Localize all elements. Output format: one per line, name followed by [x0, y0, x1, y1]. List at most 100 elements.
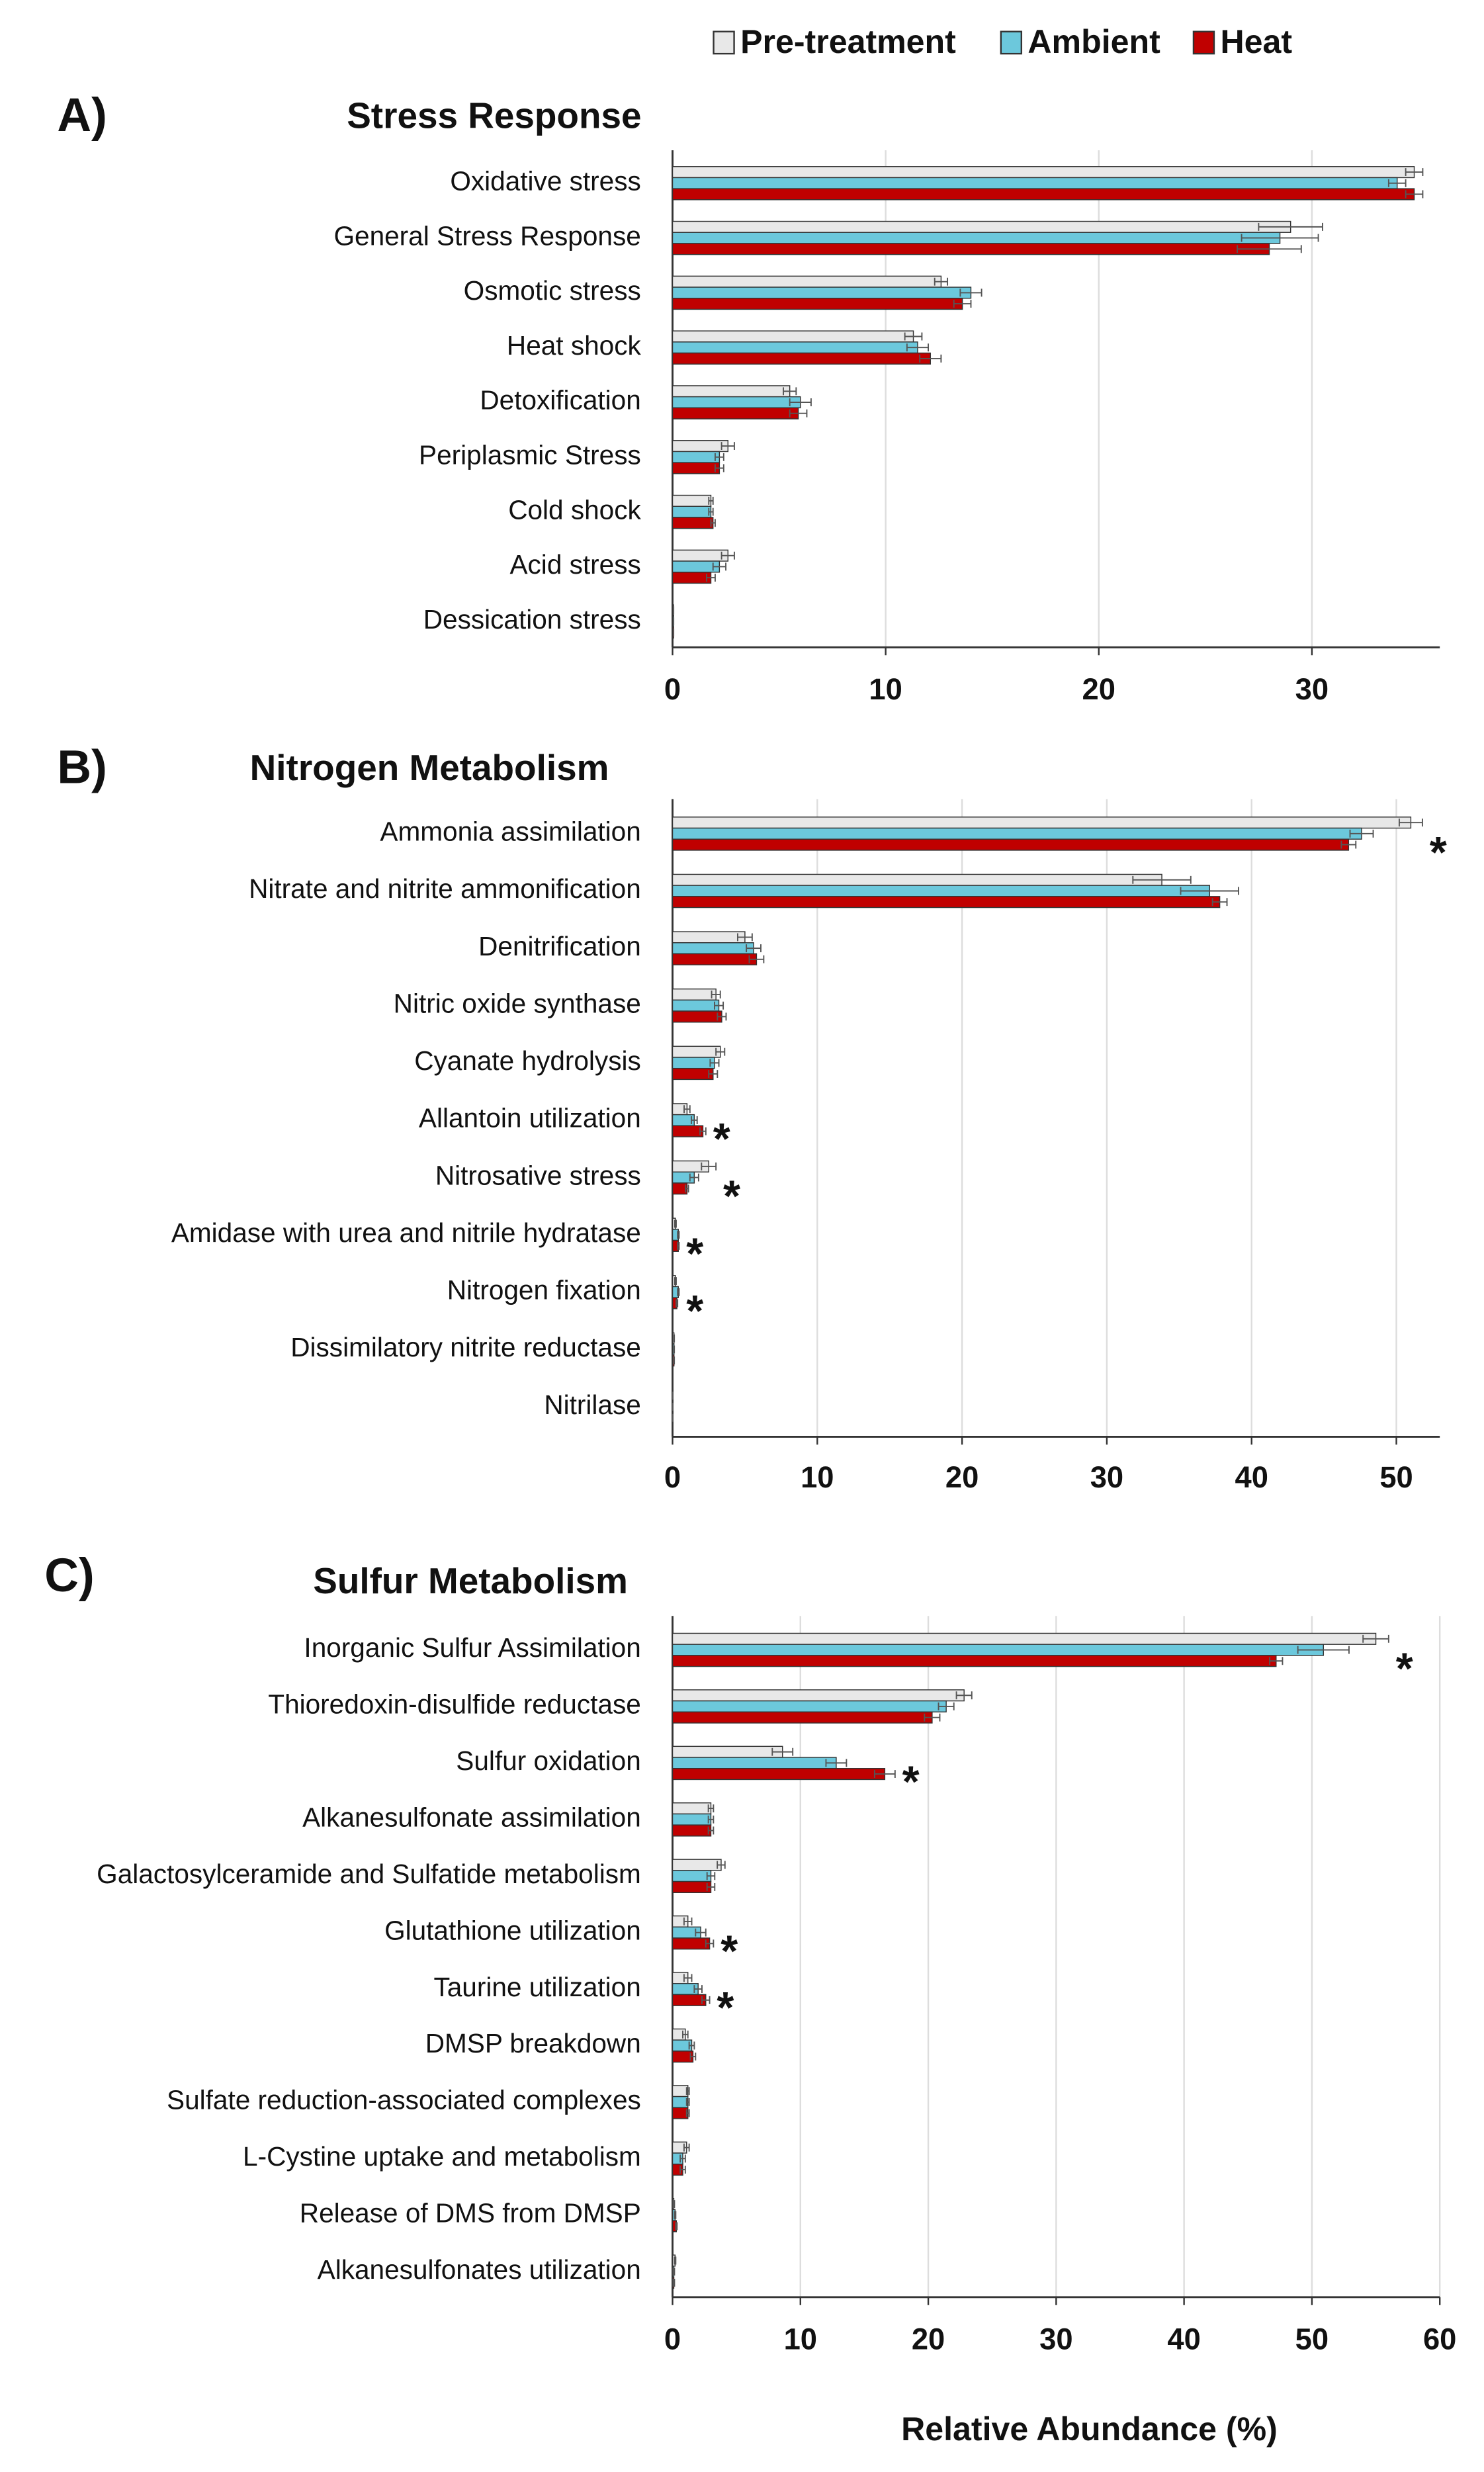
category-label: Alkanesulfonates utilization — [318, 2254, 641, 2285]
category-label: Periplasmic Stress — [419, 440, 641, 470]
bar — [672, 1880, 712, 1893]
bar — [672, 275, 942, 288]
x-tick-label: 40 — [1235, 1460, 1268, 1494]
error-bar — [675, 2222, 678, 2230]
error-bar — [1340, 840, 1357, 849]
bar — [672, 1010, 722, 1023]
x-tick-label: 40 — [1167, 2322, 1200, 2356]
error-bar — [676, 1299, 679, 1307]
bar — [672, 396, 801, 409]
error-bar — [717, 1012, 727, 1021]
category-label: Heat shock — [507, 330, 642, 361]
bar — [672, 896, 1221, 908]
error-bar — [677, 1241, 680, 1250]
category-label: Glutathione utilization — [384, 1915, 641, 1945]
error-bar — [683, 1974, 693, 1982]
error-bar — [783, 387, 797, 396]
error-bar — [1398, 818, 1423, 827]
legend-swatch — [1000, 30, 1023, 55]
bar — [672, 407, 799, 419]
error-bar — [906, 343, 930, 352]
category-label: Acid stress — [510, 549, 641, 580]
significance-marker: * — [686, 1229, 703, 1278]
error-bar — [706, 574, 716, 582]
category-label: Inorganic Sulfur Assimilation — [304, 1632, 640, 1663]
x-tick-label: 60 — [1423, 2322, 1456, 2356]
bar — [672, 1644, 1325, 1656]
error-bar — [707, 1815, 715, 1824]
chart-title: Nitrogen Metabolism — [250, 747, 609, 788]
error-bar — [699, 1127, 707, 1135]
bar — [672, 1182, 688, 1195]
error-bar — [707, 1826, 715, 1835]
x-tick-label: 0 — [664, 2322, 681, 2356]
x-tick-label: 20 — [912, 2322, 945, 2356]
bar — [672, 177, 1398, 189]
chart-title: Stress Response — [347, 95, 641, 136]
category-label: Amidase with urea and nitrile hydratase — [171, 1217, 641, 1248]
error-bar — [825, 1759, 848, 1767]
x-tick-label: 0 — [664, 672, 681, 706]
category-label: Alkanesulfonate assimilation — [302, 1802, 641, 1833]
error-bar — [955, 1691, 973, 1700]
bar — [672, 220, 1291, 233]
x-tick-label: 50 — [1295, 2322, 1329, 2356]
error-bar — [685, 2109, 690, 2117]
bar — [672, 549, 728, 562]
error-bar — [1258, 222, 1323, 231]
category-label: Denitrification — [478, 931, 641, 961]
bar — [672, 1711, 933, 1724]
category-label: Allantoin utilization — [419, 1103, 641, 1133]
bar — [672, 232, 1281, 244]
error-bar — [712, 562, 726, 571]
bar — [672, 1745, 783, 1758]
bar — [672, 1655, 1277, 1667]
error-bar — [1269, 1657, 1284, 1665]
significance-marker: * — [1396, 1645, 1413, 1694]
bar — [672, 166, 1415, 179]
error-bar — [672, 2268, 676, 2276]
error-bar — [701, 1162, 717, 1170]
x-tick-label: 10 — [801, 1460, 834, 1494]
bar — [672, 462, 720, 474]
error-bar — [1405, 190, 1424, 199]
bar — [672, 572, 712, 584]
x-axis-label: Relative Abundance (%) — [901, 2410, 1278, 2448]
error-bar — [934, 277, 949, 286]
legend-label: Pre-treatment — [740, 23, 956, 60]
legend-swatch — [1192, 30, 1215, 55]
bar — [672, 1757, 837, 1769]
error-bar — [674, 2211, 677, 2219]
error-bar — [688, 2041, 695, 2050]
x-tick-label: 30 — [1090, 1460, 1123, 1494]
bar — [672, 494, 712, 507]
error-bar — [709, 1059, 720, 1067]
x-tick-label: 30 — [1039, 2322, 1072, 2356]
error-bar — [1211, 898, 1228, 906]
x-tick-label: 10 — [869, 672, 902, 706]
error-bar — [695, 1928, 707, 1937]
error-bar — [1132, 875, 1192, 884]
error-bar — [693, 1985, 703, 1994]
category-label: Osmotic stress — [464, 275, 641, 306]
panel-label: B) — [57, 740, 107, 793]
bar — [672, 1824, 712, 1837]
bar — [672, 2096, 689, 2108]
error-bar — [1349, 829, 1374, 838]
bar — [672, 931, 746, 944]
significance-marker: * — [902, 1757, 920, 1806]
bar — [672, 1700, 947, 1713]
error-bar — [683, 2143, 690, 2152]
bar — [672, 1689, 965, 1702]
bar — [672, 1125, 704, 1137]
bar — [672, 243, 1270, 255]
error-bar — [715, 1047, 726, 1056]
bar — [672, 1813, 712, 1826]
category-label: General Stress Response — [334, 220, 641, 251]
error-bar — [705, 1939, 715, 1948]
category-label: Cyanate hydrolysis — [414, 1045, 641, 1076]
error-bar — [1405, 168, 1424, 177]
error-bar — [919, 354, 942, 363]
category-label: Dissimilatory nitrite reductase — [290, 1332, 641, 1362]
